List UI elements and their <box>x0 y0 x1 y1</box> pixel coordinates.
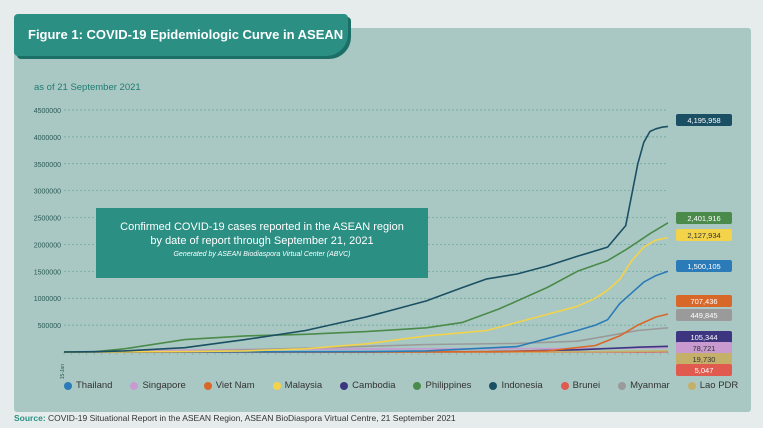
chart-callout: Confirmed COVID-19 cases reported in the… <box>96 208 428 278</box>
y-tick-label: 2000000 <box>34 242 61 249</box>
legend-dot-icon <box>489 381 498 390</box>
source-text: COVID-19 Situational Report in the ASEAN… <box>48 413 456 423</box>
value-label-philippines: 2,401,916 <box>687 214 720 223</box>
series-line-philippines <box>63 222 669 353</box>
value-label-brunei: 5,047 <box>695 366 714 375</box>
x-tick-label: 15-Jan <box>60 364 66 380</box>
value-badge-indonesia <box>676 114 732 126</box>
value-badge-malaysia <box>676 229 732 241</box>
value-badge-brunei <box>676 364 732 376</box>
y-tick-label: 3000000 <box>34 189 61 196</box>
series-line-indonesia <box>63 125 669 353</box>
figure-title: Figure 1: COVID-19 Epidemiologic Curve i… <box>14 14 348 56</box>
legend-dot-icon <box>413 381 422 390</box>
legend-item-lao-pdr: Lao PDR <box>687 380 739 391</box>
y-tick-label: 2500000 <box>34 216 61 223</box>
callout-line-1: Confirmed COVID-19 cases reported in the… <box>120 221 404 233</box>
legend-item-malaysia: Malaysia <box>272 380 323 391</box>
legend-label: Cambodia <box>352 380 396 391</box>
legend-dot-icon <box>618 381 627 390</box>
value-badge-viet-nam <box>676 295 732 307</box>
value-badge-thailand <box>676 260 732 272</box>
legend-label: Thailand <box>76 380 113 391</box>
legend-dot-icon <box>272 381 281 390</box>
y-tick-label: 4000000 <box>34 135 61 142</box>
value-label-lao-pdr: 19,730 <box>693 355 716 364</box>
legend-label: Philippines <box>425 380 472 391</box>
y-tick-label: 4500000 <box>34 108 61 115</box>
legend-item-viet-nam: Viet Nam <box>203 380 255 391</box>
legend-item-myanmar: Myanmar <box>618 380 670 391</box>
y-tick-label: 1500000 <box>34 269 61 276</box>
series-line-singapore <box>63 347 669 353</box>
value-badge-lao-pdr <box>676 353 732 365</box>
as-of-date: as of 21 September 2021 <box>34 82 141 93</box>
source-note: Source: COVID-19 Situational Report in t… <box>14 413 456 423</box>
value-label-myanmar: 449,845 <box>690 311 717 320</box>
value-label-cambodia: 105,344 <box>690 333 717 342</box>
legend-item-indonesia: Indonesia <box>489 380 543 391</box>
legend-dot-icon <box>340 381 349 390</box>
value-badge-cambodia <box>676 331 732 343</box>
legend-label: Malaysia <box>284 380 323 391</box>
legend-label: Myanmar <box>630 380 670 391</box>
legend-label: Viet Nam <box>215 380 255 391</box>
legend-label: Indonesia <box>501 380 543 391</box>
legend-label: Lao PDR <box>699 380 739 391</box>
source-label: Source: <box>14 413 46 423</box>
series-line-thailand <box>63 270 669 353</box>
value-badge-singapore <box>676 342 732 354</box>
legend-dot-icon <box>687 381 696 390</box>
y-tick-label: 500000 <box>38 323 61 330</box>
legend-item-cambodia: Cambodia <box>340 380 395 391</box>
value-badge-philippines <box>676 212 732 224</box>
chart-legend: Thailand Singapore Viet Nam Malaysia Cambodi… <box>64 380 738 391</box>
legend-item-singapore: Singapore <box>130 380 186 391</box>
legend-label: Brunei <box>572 380 601 391</box>
value-label-indonesia: 4,195,958 <box>687 116 720 125</box>
value-label-viet-nam: 707,436 <box>690 297 717 306</box>
legend-item-thailand: Thailand <box>64 380 112 391</box>
series-line-malaysia <box>63 236 669 353</box>
value-label-malaysia: 2,127,934 <box>687 231 720 240</box>
y-tick-label: 3500000 <box>34 162 61 169</box>
value-label-thailand: 1,500,105 <box>687 262 720 271</box>
legend-dot-icon <box>560 381 569 390</box>
callout-line-2: by date of report through September 21, … <box>150 235 374 247</box>
legend-dot-icon <box>130 381 139 390</box>
legend-label: Singapore <box>142 380 186 391</box>
legend-item-philippines: Philippines <box>413 380 471 391</box>
legend-dot-icon <box>64 381 72 390</box>
legend-dot-icon <box>203 381 212 390</box>
value-label-singapore: 78,721 <box>693 344 716 353</box>
value-badge-myanmar <box>676 309 732 321</box>
y-tick-label: 1000000 <box>34 296 61 303</box>
callout-line-3: Generated by ASEAN Biodiaspora Virtual C… <box>173 251 351 258</box>
legend-item-brunei: Brunei <box>560 380 601 391</box>
